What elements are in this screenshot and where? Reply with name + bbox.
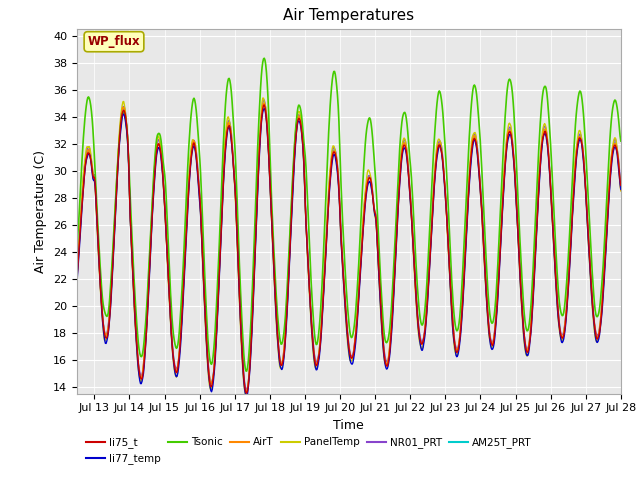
li77_temp	[275, 354, 283, 360]
Line: NR01_PRT: NR01_PRT	[60, 100, 621, 390]
li75_t	[431, 174, 438, 180]
Line: Tsonic: Tsonic	[60, 58, 621, 371]
li75_t	[617, 182, 625, 188]
NR01_PRT	[431, 170, 438, 176]
AirT	[242, 390, 250, 396]
li75_t	[275, 348, 283, 354]
AM25T_PRT	[617, 183, 625, 189]
AM25T_PRT	[431, 171, 438, 177]
NR01_PRT	[122, 108, 129, 113]
Tsonic	[243, 368, 250, 374]
Title: Air Temperatures: Air Temperatures	[284, 9, 414, 24]
li77_temp	[617, 187, 625, 192]
NR01_PRT	[243, 387, 250, 393]
AM25T_PRT	[225, 121, 232, 127]
li77_temp	[122, 117, 129, 122]
li77_temp	[243, 394, 250, 399]
Legend: li75_t, li77_temp, Tsonic, AirT, PanelTemp, NR01_PRT, AM25T_PRT: li75_t, li77_temp, Tsonic, AirT, PanelTe…	[82, 433, 536, 468]
NR01_PRT	[275, 348, 283, 353]
li77_temp	[431, 177, 438, 182]
Tsonic	[225, 76, 232, 82]
Line: AirT: AirT	[60, 103, 621, 393]
NR01_PRT	[56, 194, 63, 200]
Tsonic	[122, 113, 129, 119]
AirT	[275, 351, 283, 357]
Tsonic	[275, 328, 283, 334]
PanelTemp	[225, 114, 232, 120]
li75_t	[253, 202, 260, 207]
Text: WP_flux: WP_flux	[88, 35, 140, 48]
AM25T_PRT	[399, 142, 407, 147]
Line: AM25T_PRT: AM25T_PRT	[60, 105, 621, 391]
li77_temp	[399, 146, 407, 152]
Tsonic	[260, 55, 268, 61]
AirT	[253, 198, 260, 204]
AM25T_PRT	[275, 348, 283, 353]
Tsonic	[399, 111, 407, 117]
PanelTemp	[56, 200, 63, 205]
li75_t	[122, 111, 129, 117]
AM25T_PRT	[56, 195, 63, 201]
PanelTemp	[431, 166, 438, 171]
AM25T_PRT	[243, 388, 250, 394]
Line: PanelTemp: PanelTemp	[60, 98, 621, 397]
li77_temp	[260, 106, 268, 111]
li75_t	[243, 390, 250, 396]
NR01_PRT	[225, 118, 232, 124]
PanelTemp	[275, 356, 283, 361]
AirT	[260, 100, 268, 106]
AirT	[122, 110, 129, 116]
NR01_PRT	[399, 139, 407, 145]
PanelTemp	[242, 394, 250, 400]
Tsonic	[253, 163, 260, 169]
Tsonic	[56, 155, 63, 161]
AM25T_PRT	[260, 102, 268, 108]
li77_temp	[225, 124, 232, 130]
PanelTemp	[122, 107, 129, 113]
Tsonic	[431, 128, 438, 134]
AirT	[399, 142, 407, 147]
AirT	[431, 169, 438, 175]
li77_temp	[56, 200, 63, 206]
li75_t	[225, 124, 232, 130]
PanelTemp	[617, 188, 625, 194]
NR01_PRT	[260, 97, 268, 103]
Line: li77_temp: li77_temp	[60, 108, 621, 396]
li75_t	[56, 196, 63, 202]
AirT	[56, 197, 63, 203]
PanelTemp	[259, 95, 267, 101]
NR01_PRT	[617, 182, 625, 188]
Line: li75_t: li75_t	[60, 105, 621, 393]
AirT	[225, 120, 232, 125]
PanelTemp	[253, 192, 260, 197]
PanelTemp	[399, 136, 407, 142]
li75_t	[260, 102, 268, 108]
AM25T_PRT	[253, 200, 260, 206]
AirT	[617, 187, 625, 193]
li75_t	[399, 144, 407, 149]
AM25T_PRT	[122, 111, 129, 117]
NR01_PRT	[253, 198, 260, 204]
Tsonic	[617, 138, 625, 144]
X-axis label: Time: Time	[333, 419, 364, 432]
li77_temp	[253, 206, 260, 212]
Y-axis label: Air Temperature (C): Air Temperature (C)	[35, 150, 47, 273]
